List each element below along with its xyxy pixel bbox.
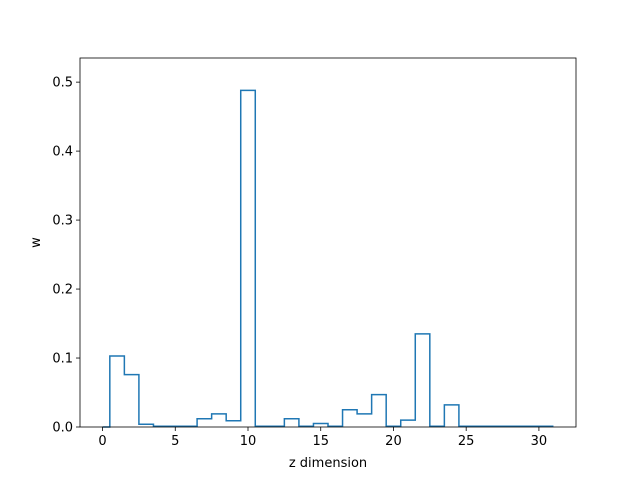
y-axis-ticks: 0.0 0.1 0.2 0.3 0.4 0.5 xyxy=(52,76,80,436)
x-tick-label: 30 xyxy=(531,434,548,449)
axes-frame xyxy=(79,57,577,428)
y-tick-label: 0.4 xyxy=(52,145,73,160)
series-step-line xyxy=(102,89,554,428)
x-axis-label: z dimension xyxy=(289,456,367,471)
x-tick-label: 20 xyxy=(385,434,402,449)
x-axis-ticks: 0 5 10 15 20 25 30 xyxy=(98,427,547,449)
x-tick-label: 15 xyxy=(312,434,329,449)
y-tick-label: 0.0 xyxy=(52,421,73,436)
y-tick-label: 0.5 xyxy=(52,76,73,91)
y-tick-label: 0.1 xyxy=(52,352,73,367)
y-tick-label: 0.2 xyxy=(52,283,73,298)
y-tick-label: 0.3 xyxy=(52,214,73,229)
x-tick-label: 10 xyxy=(240,434,257,449)
x-tick-label: 0 xyxy=(98,434,106,449)
x-tick-label: 5 xyxy=(171,434,179,449)
plot-area xyxy=(102,89,554,428)
y-axis-label: w xyxy=(29,237,44,248)
x-tick-label: 25 xyxy=(458,434,475,449)
